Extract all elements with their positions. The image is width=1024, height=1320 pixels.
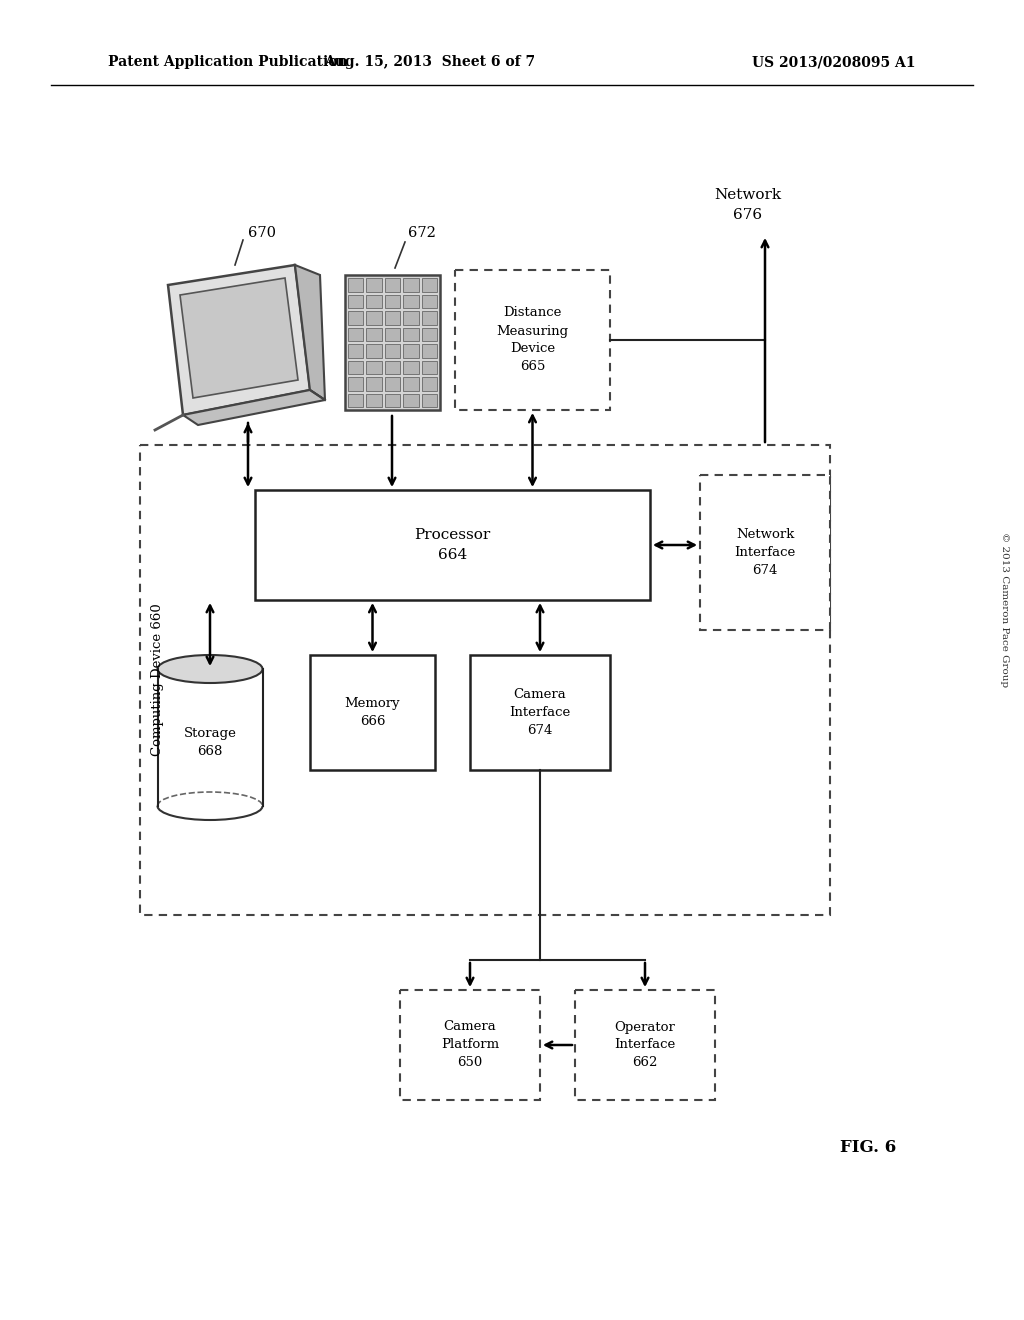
- Bar: [403, 360, 419, 374]
- Bar: [158, 669, 262, 807]
- Bar: [367, 294, 382, 308]
- Bar: [700, 475, 830, 630]
- Bar: [403, 393, 419, 407]
- Text: Camera
Platform
650: Camera Platform 650: [441, 1020, 499, 1069]
- Text: Network
Interface
674: Network Interface 674: [734, 528, 796, 577]
- Text: Network
676: Network 676: [715, 189, 781, 222]
- Bar: [422, 279, 437, 292]
- Text: Storage
668: Storage 668: [183, 727, 237, 758]
- Polygon shape: [295, 265, 325, 400]
- Bar: [385, 360, 400, 374]
- Text: Camera
Interface
674: Camera Interface 674: [509, 688, 570, 737]
- Bar: [140, 445, 830, 915]
- Text: Computing Device 660: Computing Device 660: [152, 603, 165, 756]
- Bar: [385, 345, 400, 358]
- Ellipse shape: [158, 655, 262, 682]
- Bar: [385, 294, 400, 308]
- Bar: [348, 378, 364, 391]
- Bar: [400, 990, 540, 1100]
- Text: 670: 670: [248, 226, 276, 240]
- Bar: [455, 271, 610, 411]
- Bar: [348, 312, 364, 325]
- Bar: [345, 275, 440, 411]
- Bar: [422, 327, 437, 341]
- Bar: [348, 393, 364, 407]
- Bar: [255, 490, 650, 601]
- Bar: [367, 327, 382, 341]
- Bar: [367, 393, 382, 407]
- Bar: [367, 279, 382, 292]
- Bar: [422, 393, 437, 407]
- Text: Operator
Interface
662: Operator Interface 662: [614, 1020, 676, 1069]
- Polygon shape: [183, 389, 325, 425]
- Bar: [367, 345, 382, 358]
- Bar: [575, 990, 715, 1100]
- Bar: [422, 312, 437, 325]
- Text: Aug. 15, 2013  Sheet 6 of 7: Aug. 15, 2013 Sheet 6 of 7: [325, 55, 536, 69]
- Polygon shape: [180, 279, 298, 399]
- Bar: [385, 327, 400, 341]
- Text: Distance
Measuring
Device
665: Distance Measuring Device 665: [497, 306, 568, 374]
- Bar: [367, 378, 382, 391]
- Text: FIG. 6: FIG. 6: [840, 1139, 896, 1156]
- Bar: [348, 345, 364, 358]
- Bar: [403, 327, 419, 341]
- Bar: [422, 378, 437, 391]
- Bar: [385, 279, 400, 292]
- Bar: [348, 360, 364, 374]
- Bar: [403, 345, 419, 358]
- Bar: [403, 279, 419, 292]
- Bar: [385, 312, 400, 325]
- Text: Processor
664: Processor 664: [415, 528, 490, 562]
- Bar: [385, 378, 400, 391]
- Text: Memory
666: Memory 666: [345, 697, 400, 729]
- Bar: [310, 655, 435, 770]
- Bar: [422, 345, 437, 358]
- Polygon shape: [168, 265, 310, 414]
- Bar: [470, 655, 610, 770]
- Bar: [348, 327, 364, 341]
- Bar: [348, 279, 364, 292]
- Bar: [422, 360, 437, 374]
- Bar: [403, 312, 419, 325]
- Bar: [367, 360, 382, 374]
- Bar: [348, 294, 364, 308]
- Bar: [422, 294, 437, 308]
- Text: © 2013 Cameron Pace Group: © 2013 Cameron Pace Group: [1000, 532, 1010, 688]
- Bar: [367, 312, 382, 325]
- Bar: [385, 393, 400, 407]
- Text: Patent Application Publication: Patent Application Publication: [108, 55, 347, 69]
- Text: 672: 672: [408, 226, 436, 240]
- Bar: [403, 294, 419, 308]
- Bar: [403, 378, 419, 391]
- Text: US 2013/0208095 A1: US 2013/0208095 A1: [752, 55, 915, 69]
